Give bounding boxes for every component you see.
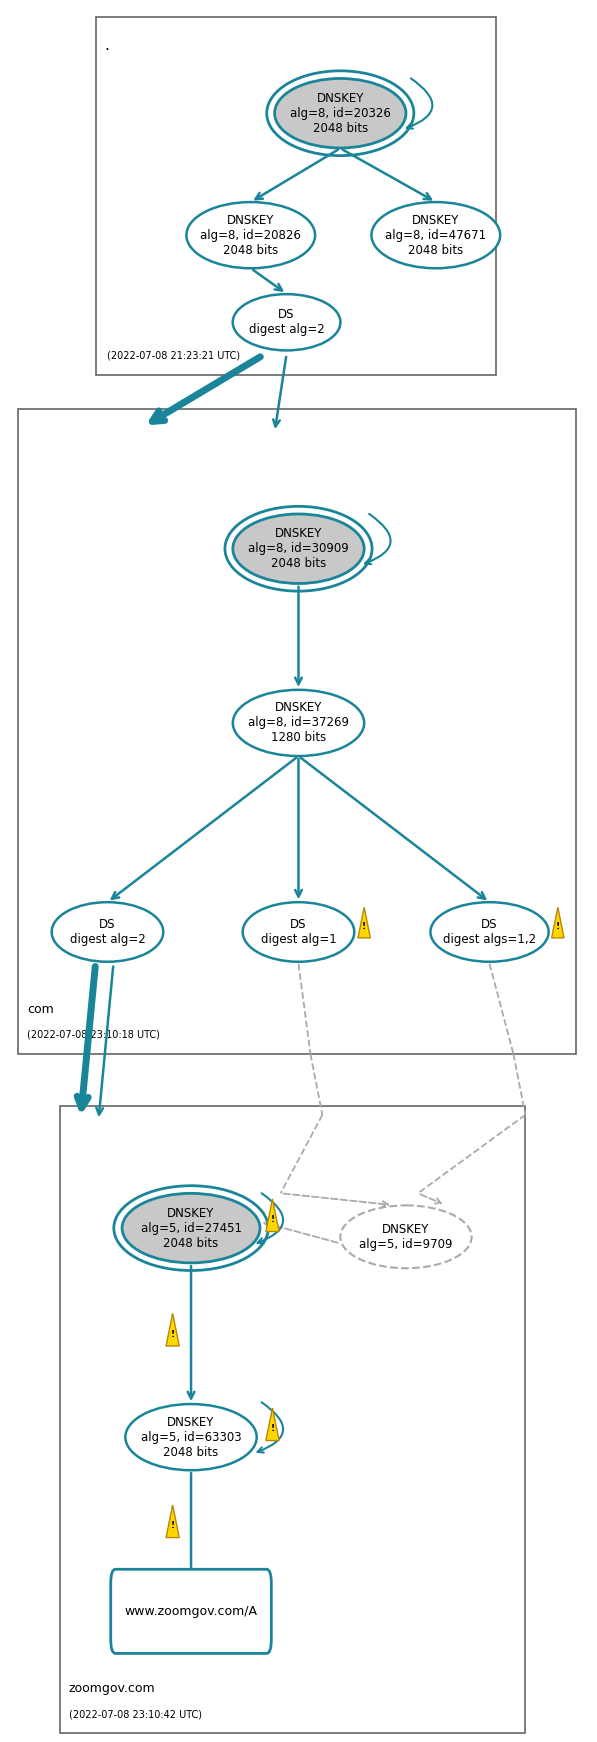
Text: DNSKEY
alg=5, id=9709: DNSKEY alg=5, id=9709 <box>359 1223 453 1251</box>
Ellipse shape <box>430 902 549 962</box>
Text: !: ! <box>171 1329 175 1338</box>
FancyBboxPatch shape <box>18 409 576 1054</box>
Text: !: ! <box>556 922 560 932</box>
Text: DS
digest alg=2: DS digest alg=2 <box>70 918 145 946</box>
Text: .: . <box>104 38 109 54</box>
FancyBboxPatch shape <box>60 1106 525 1733</box>
FancyBboxPatch shape <box>111 1570 271 1653</box>
Ellipse shape <box>122 1193 260 1263</box>
Ellipse shape <box>186 202 315 268</box>
Ellipse shape <box>340 1205 472 1268</box>
Text: com: com <box>27 1003 54 1016</box>
Text: !: ! <box>270 1425 275 1434</box>
Text: DS
digest alg=1: DS digest alg=1 <box>261 918 336 946</box>
Text: www.zoomgov.com/A: www.zoomgov.com/A <box>125 1604 257 1618</box>
Polygon shape <box>266 1198 279 1232</box>
Text: (2022-07-08 23:10:18 UTC): (2022-07-08 23:10:18 UTC) <box>27 1030 160 1040</box>
Polygon shape <box>266 1408 279 1441</box>
Text: !: ! <box>171 1521 175 1529</box>
Ellipse shape <box>233 690 364 756</box>
Polygon shape <box>358 908 370 937</box>
Text: DNSKEY
alg=8, id=20326
2048 bits: DNSKEY alg=8, id=20326 2048 bits <box>290 92 390 134</box>
Text: DS
digest algs=1,2: DS digest algs=1,2 <box>443 918 536 946</box>
Text: DNSKEY
alg=8, id=20826
2048 bits: DNSKEY alg=8, id=20826 2048 bits <box>201 214 301 256</box>
Polygon shape <box>166 1313 179 1347</box>
Text: DS
digest alg=2: DS digest alg=2 <box>249 308 324 336</box>
Ellipse shape <box>275 78 406 148</box>
Text: zoomgov.com: zoomgov.com <box>69 1683 155 1695</box>
Ellipse shape <box>51 902 163 962</box>
Text: DNSKEY
alg=8, id=37269
1280 bits: DNSKEY alg=8, id=37269 1280 bits <box>248 702 349 744</box>
Ellipse shape <box>125 1404 257 1470</box>
Ellipse shape <box>371 202 500 268</box>
Text: !: ! <box>270 1216 275 1225</box>
Text: !: ! <box>362 922 366 932</box>
Polygon shape <box>552 908 564 937</box>
Polygon shape <box>166 1505 179 1538</box>
Text: DNSKEY
alg=8, id=30909
2048 bits: DNSKEY alg=8, id=30909 2048 bits <box>248 528 349 570</box>
Text: DNSKEY
alg=8, id=47671
2048 bits: DNSKEY alg=8, id=47671 2048 bits <box>385 214 487 256</box>
Text: (2022-07-08 21:23:21 UTC): (2022-07-08 21:23:21 UTC) <box>107 350 241 361</box>
Text: DNSKEY
alg=5, id=63303
2048 bits: DNSKEY alg=5, id=63303 2048 bits <box>141 1416 241 1458</box>
Ellipse shape <box>242 902 355 962</box>
FancyBboxPatch shape <box>96 17 496 375</box>
Ellipse shape <box>233 514 364 584</box>
Ellipse shape <box>233 294 340 350</box>
Text: (2022-07-08 23:10:42 UTC): (2022-07-08 23:10:42 UTC) <box>69 1709 202 1719</box>
Text: DNSKEY
alg=5, id=27451
2048 bits: DNSKEY alg=5, id=27451 2048 bits <box>140 1207 242 1249</box>
